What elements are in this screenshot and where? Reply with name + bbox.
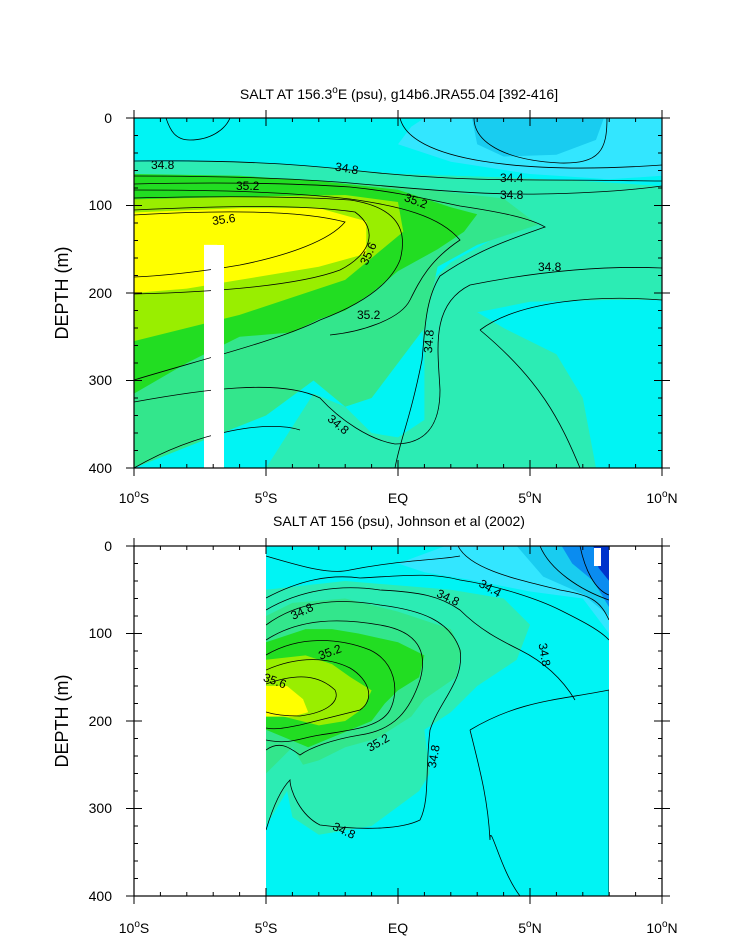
contour-line <box>266 555 461 572</box>
chart-title: SALT AT 156 (psu), Johnson et al (2002) <box>273 513 525 529</box>
y-tick-label: 300 <box>89 800 113 816</box>
contour-line <box>134 267 662 445</box>
x-tick-label: 5oN <box>518 489 541 506</box>
contour-line <box>539 546 609 601</box>
contour-line <box>469 689 609 896</box>
y-axis-title: DEPTH (m) <box>52 675 72 768</box>
y-axis-title: DEPTH (m) <box>52 247 72 340</box>
contour-line <box>134 160 662 182</box>
chart-panel-bottom: SALT AT 156 (psu), Johnson et al (2002) … <box>52 513 678 936</box>
x-tick-label: EQ <box>388 490 408 506</box>
x-tick-label: EQ <box>388 920 408 936</box>
contour-region <box>266 686 309 717</box>
contour-line <box>134 182 546 468</box>
x-tick-label: 10oS <box>119 489 149 506</box>
contour-line <box>134 426 301 468</box>
y-tick-label: 200 <box>89 713 113 729</box>
y-tick-label: 200 <box>89 285 113 301</box>
y-tick-label: 0 <box>104 538 112 554</box>
contour-line <box>134 175 662 195</box>
contour-line <box>134 189 461 336</box>
contour-line <box>134 206 370 295</box>
x-tick-labels: 10oS 5oS EQ 5oN 10oN <box>119 489 678 506</box>
chart-panel-top: SALT AT 156.3oE (psu), g14b6.JRA55.04 [3… <box>52 85 678 506</box>
contour-line <box>266 659 370 730</box>
x-tick-label: 5oS <box>255 919 278 936</box>
x-tick-label: 10oS <box>119 919 149 936</box>
contour-line <box>473 118 608 164</box>
x-tick-label: 10oN <box>646 489 677 506</box>
y-tick-label: 0 <box>104 110 112 126</box>
contour-line <box>266 574 609 641</box>
x-tick-label: 5oN <box>518 919 541 936</box>
contour-line <box>479 297 662 468</box>
contour-line <box>399 118 662 169</box>
contour-label: 35.2 <box>236 179 260 193</box>
x-tick-labels: 10oS 5oS EQ 5oN 10oN <box>119 919 678 936</box>
contour-line <box>579 546 609 596</box>
contour-label: 34.8 <box>536 642 554 668</box>
x-tick-label: 5oS <box>255 489 278 506</box>
contour-line <box>134 211 346 278</box>
contour-label: 34.8 <box>421 329 437 354</box>
contour-lines <box>266 546 609 896</box>
contour-label: 35.2 <box>357 308 381 322</box>
x-tick-label: 10oN <box>646 919 677 936</box>
contour-label: 34.8 <box>500 188 524 202</box>
contour-label: 34.4 <box>500 171 524 185</box>
contour-label: 34.8 <box>425 743 443 769</box>
land-mask <box>594 548 601 566</box>
y-tick-label: 400 <box>89 888 113 904</box>
contour-fill-layer <box>266 546 609 896</box>
contour-region <box>134 208 367 293</box>
y-tick-labels: 0 100 200 300 400 <box>89 110 113 476</box>
contour-line <box>457 546 609 621</box>
contour-line <box>266 601 462 831</box>
contour-label: 34.8 <box>151 158 175 172</box>
y-tick-labels: 0 100 200 300 400 <box>89 538 113 904</box>
contour-labels: 34.8 34.8 34.4 34.8 35.2 35.2 35.6 35.6 … <box>151 158 562 438</box>
y-tick-label: 100 <box>89 197 113 213</box>
contour-line <box>266 587 576 701</box>
chart-title: SALT AT 156.3oE (psu), g14b6.JRA55.04 [3… <box>240 85 558 102</box>
contour-label: 34.8 <box>334 160 360 178</box>
contour-lines <box>134 118 662 468</box>
contour-line <box>266 640 396 743</box>
contour-label: 34.8 <box>538 260 562 274</box>
contour-label: 35.6 <box>211 211 236 228</box>
y-tick-label: 400 <box>89 460 113 476</box>
contour-region <box>477 300 662 468</box>
contour-line <box>134 196 403 381</box>
y-tick-label: 300 <box>89 372 113 388</box>
axis-ticks <box>126 538 670 904</box>
contour-line <box>165 118 231 141</box>
contour-region <box>471 118 604 157</box>
axis-ticks <box>126 110 670 476</box>
y-tick-label: 100 <box>89 625 113 641</box>
contour-line <box>266 676 337 717</box>
contour-line <box>266 620 423 756</box>
land-mask <box>211 245 224 468</box>
